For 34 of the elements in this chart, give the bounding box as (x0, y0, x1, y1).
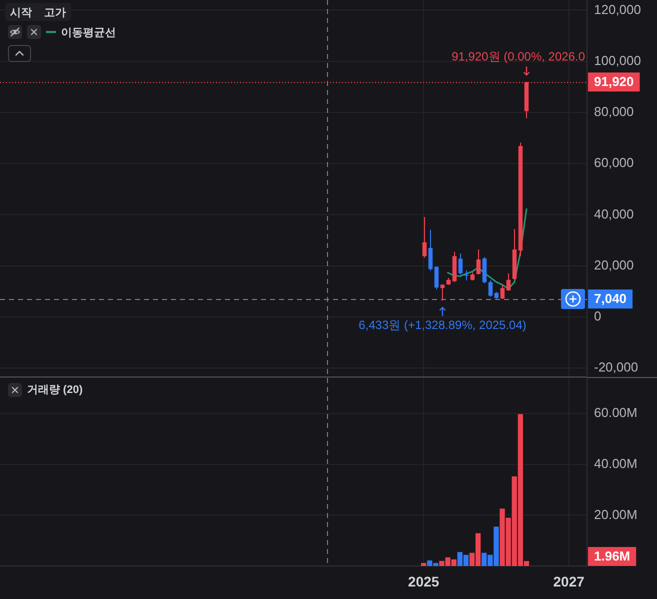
legend-label: 이동평균선 (61, 26, 116, 40)
y-tick-label: 20,000 (594, 257, 634, 272)
y-tick-label: 120,000 (594, 2, 641, 17)
annotation: 6,433원 (+1,328.89%, 2025.04) (358, 318, 526, 332)
candlestick (440, 284, 445, 301)
candlestick (428, 230, 433, 272)
annotation: 시작 (10, 6, 32, 20)
text: 1.96M (594, 548, 630, 564)
annotation: 91,920원 (0.00%, 2026.0 (452, 49, 586, 64)
y-tick-label: 100,000 (594, 52, 641, 68)
y-tick-label: -20,000 (594, 360, 638, 375)
text: 거래량 (20) (27, 383, 83, 398)
candlestick (476, 248, 481, 276)
candlestick (434, 266, 439, 290)
candlestick (506, 272, 511, 292)
x-tick-label: 2027 (553, 573, 585, 590)
candlestick (482, 256, 487, 284)
y-tick-label: 60,000 (594, 155, 634, 170)
candlestick (458, 253, 463, 276)
annotation: 고가 (44, 6, 66, 20)
candlestick (500, 284, 505, 300)
candlestick (422, 216, 427, 258)
x-tick-label: 2025 (408, 573, 440, 590)
y-tick-label: 60.00M (594, 405, 638, 420)
candlestick (488, 280, 493, 298)
y-tick-label: 80,000 (594, 104, 634, 120)
y-tick-label: 40.00M (594, 456, 638, 471)
ref-line-label: 91,920 (594, 74, 634, 90)
candlestick (464, 270, 469, 281)
ref-line-label: 7,040 (594, 291, 627, 306)
y-tick-label: 20.00M (594, 506, 638, 522)
bar (421, 562, 426, 566)
y-tick-label: 0 (594, 308, 602, 324)
y-tick-label: 40,000 (594, 206, 634, 222)
